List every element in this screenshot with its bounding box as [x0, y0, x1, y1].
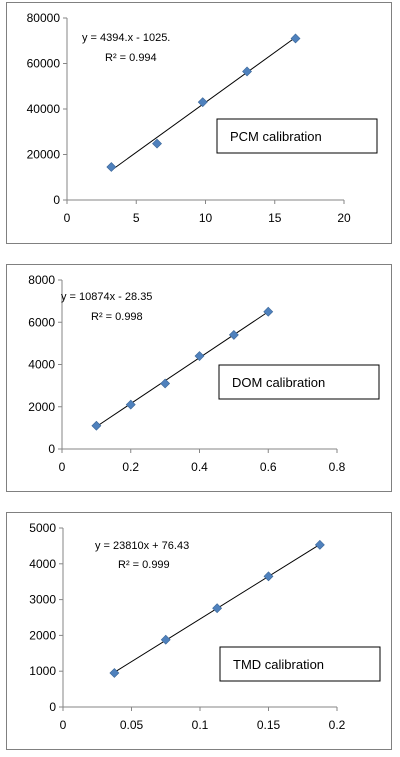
data-point — [106, 162, 117, 172]
dom-calibration-chart: 0 2000 4000 6000 8000 0 0.2 0.4 0.6 0.8 y = 10874x… — [6, 264, 392, 492]
x-tick-label: 0.2 — [329, 718, 346, 732]
y-tick-label: 5000 — [29, 521, 56, 535]
tmd-calibration-chart: 0 1000 2000 3000 4000 5000 0 0.05 0.1 0.15 0.2 y = … — [6, 512, 392, 750]
data-point — [228, 330, 239, 340]
x-tick-label: 0 — [59, 460, 66, 474]
y-tick-label: 1000 — [29, 664, 56, 678]
x-tick-label: 0.4 — [191, 460, 208, 474]
data-point — [212, 603, 223, 614]
y-tick-label: 60000 — [27, 57, 61, 71]
y-tick-label: 0 — [53, 193, 60, 207]
data-point — [160, 634, 171, 645]
trendline-equation: y = 10874x - 28.35 — [61, 291, 152, 303]
legend-label: DOM calibration — [232, 375, 325, 390]
x-tick-label: 0.05 — [120, 718, 144, 732]
x-tick-label: 0 — [64, 211, 71, 225]
data-point — [242, 66, 252, 77]
legend-box — [218, 364, 380, 400]
x-tick-label: 0.1 — [192, 718, 209, 732]
legend-box — [219, 646, 381, 682]
data-point — [263, 306, 274, 317]
x-tick-label: 0.15 — [257, 718, 281, 732]
y-tick-label: 3000 — [29, 593, 56, 607]
r-squared-label: R² = 0.999 — [118, 559, 170, 571]
x-tick-label: 5 — [133, 211, 140, 225]
data-point — [160, 378, 171, 389]
y-tick-label: 40000 — [27, 102, 61, 116]
y-tick-label: 6000 — [28, 315, 55, 329]
x-tick-label: 0 — [60, 718, 67, 732]
data-point — [109, 668, 120, 678]
r-squared-label: R² = 0.998 — [91, 311, 143, 323]
x-tick-label: 10 — [199, 211, 213, 225]
trendline — [96, 311, 269, 428]
legend-label: TMD calibration — [233, 657, 324, 672]
tmd-calibration-plot: 0 1000 2000 3000 4000 5000 0 0.05 0.1 0.15 0.2 y = … — [29, 521, 381, 732]
pcm-calibration-chart: 0 20000 40000 60000 80000 0 5 10 15 20 y = 4394.x … — [6, 2, 392, 244]
y-tick-label: 4000 — [28, 358, 55, 372]
x-tick-label: 20 — [337, 211, 351, 225]
data-point — [197, 97, 208, 108]
data-point — [314, 539, 325, 550]
y-tick-label: 0 — [48, 442, 55, 456]
y-tick-label: 2000 — [28, 400, 55, 414]
y-tick-label: 4000 — [29, 557, 56, 571]
y-tick-label: 0 — [49, 700, 56, 714]
x-tick-label: 0.2 — [122, 460, 139, 474]
legend-label: PCM calibration — [230, 129, 322, 144]
x-tick-label: 0.6 — [260, 460, 277, 474]
pcm-calibration-plot: 0 20000 40000 60000 80000 0 5 10 15 20 y = 4394.x … — [27, 11, 378, 225]
trendline-equation: y = 4394.x - 1025. — [82, 32, 170, 44]
x-tick-label: 0.8 — [329, 460, 346, 474]
y-tick-label: 2000 — [29, 628, 56, 642]
data-point — [263, 571, 274, 582]
y-tick-label: 20000 — [27, 148, 61, 162]
dom-calibration-plot: 0 2000 4000 6000 8000 0 0.2 0.4 0.6 0.8 y = 10874x… — [28, 273, 380, 474]
y-tick-label: 80000 — [27, 11, 61, 25]
r-squared-label: R² = 0.994 — [105, 52, 157, 64]
data-point — [290, 33, 301, 44]
data-point — [91, 420, 102, 431]
trendline-equation: y = 23810x + 76.43 — [95, 540, 189, 552]
data-point — [152, 138, 162, 149]
legend-box — [216, 118, 378, 154]
data-point — [194, 351, 205, 361]
y-tick-label: 8000 — [28, 273, 55, 287]
data-point — [125, 399, 136, 410]
x-tick-label: 15 — [268, 211, 282, 225]
